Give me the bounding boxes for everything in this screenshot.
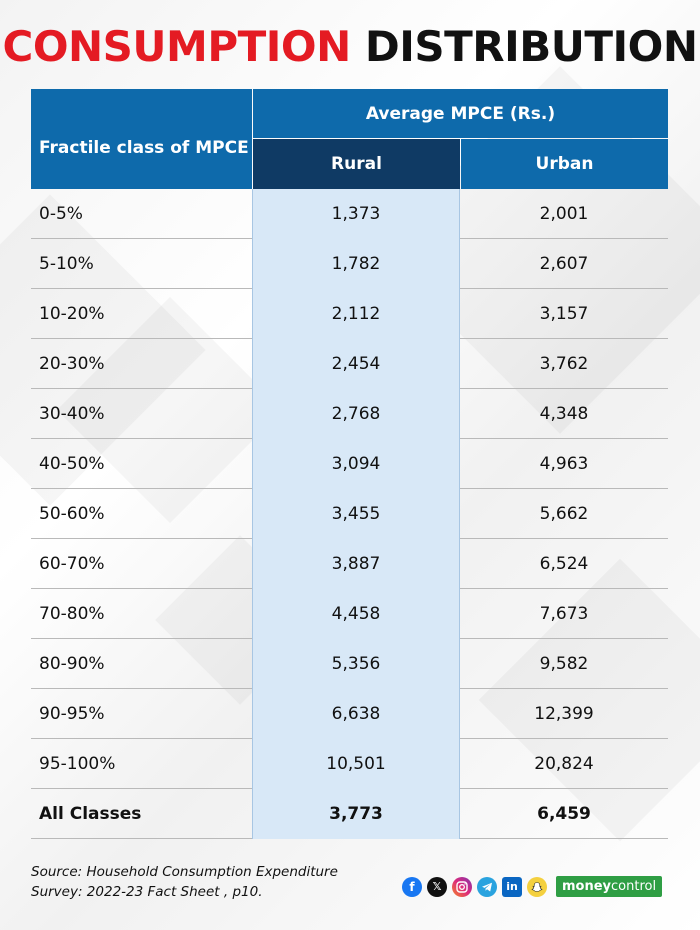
cell-rural: 3,773: [252, 789, 460, 839]
cell-fractile: 95-100%: [39, 754, 116, 774]
cell-rural: 2,454: [252, 339, 460, 389]
cell-rural: 2,112: [252, 289, 460, 339]
table-row: 0-5% 1,373 2,001: [31, 189, 668, 239]
social-bar: f 𝕏 in money control: [402, 876, 663, 897]
cell-fractile: 80-90%: [39, 654, 105, 674]
cell-urban: 3,157: [539, 304, 589, 324]
table-row: 80-90% 5,356 9,582: [31, 639, 668, 689]
table-row: 40-50% 3,094 4,963: [31, 439, 668, 489]
table-row: 5-10% 1,782 2,607: [31, 239, 668, 289]
table-row: 10-20% 2,112 3,157: [31, 289, 668, 339]
cell-rural: 6,638: [252, 689, 460, 739]
consumption-table: Fractile class of MPCE Average MPCE (Rs.…: [31, 89, 668, 839]
header-rural: Rural: [253, 139, 460, 189]
cell-urban: 9,582: [539, 654, 589, 674]
cell-urban: 5,662: [539, 504, 589, 524]
table-body: 0-5% 1,373 2,001 5-10% 1,782 2,607 10-20% 2,112…: [31, 189, 668, 839]
cell-rural: 3,887: [252, 539, 460, 589]
cell-fractile: 90-95%: [39, 704, 105, 724]
source-line-2: Survey: 2022-23 Fact Sheet , p10.: [31, 884, 263, 900]
cell-fractile: 20-30%: [39, 354, 105, 374]
source-line-1: Source: Household Consumption Expenditur…: [31, 864, 338, 880]
cell-fractile: 5-10%: [39, 254, 94, 274]
page-title: CONSUMPTION DISTRIBUTION: [0, 22, 700, 71]
cell-fractile: 50-60%: [39, 504, 105, 524]
x-icon[interactable]: 𝕏: [427, 876, 447, 897]
cell-urban: 20,824: [534, 754, 594, 774]
cell-urban: 7,673: [539, 604, 589, 624]
table-row: 95-100% 10,501 20,824: [31, 739, 668, 789]
cell-rural: 3,455: [252, 489, 460, 539]
cell-urban: 12,399: [534, 704, 594, 724]
table-row: 50-60% 3,455 5,662: [31, 489, 668, 539]
cell-urban: 4,963: [539, 454, 589, 474]
cell-fractile: 30-40%: [39, 404, 105, 424]
cell-rural: 3,094: [252, 439, 460, 489]
cell-fractile: 60-70%: [39, 554, 105, 574]
table-row: 20-30% 2,454 3,762: [31, 339, 668, 389]
cell-rural: 4,458: [252, 589, 460, 639]
instagram-icon[interactable]: [452, 876, 472, 897]
header-fractile-class: Fractile class of MPCE: [31, 89, 252, 189]
cell-urban: 2,001: [539, 204, 589, 224]
cell-fractile: 70-80%: [39, 604, 105, 624]
moneycontrol-logo[interactable]: money control: [556, 876, 663, 897]
cell-urban: 2,607: [539, 254, 589, 274]
brand-part-2: control: [611, 879, 657, 894]
table-row: 60-70% 3,887 6,524: [31, 539, 668, 589]
table-row: 90-95% 6,638 12,399: [31, 689, 668, 739]
cell-rural: 2,768: [252, 389, 460, 439]
cell-urban: 3,762: [539, 354, 589, 374]
table-row-total: All Classes 3,773 6,459: [31, 789, 668, 839]
title-word-consumption: CONSUMPTION: [2, 22, 352, 71]
cell-rural: 1,782: [252, 239, 460, 289]
cell-rural: 10,501: [252, 739, 460, 789]
header-urban: Urban: [461, 139, 668, 189]
facebook-icon[interactable]: f: [402, 876, 422, 897]
linkedin-icon[interactable]: in: [502, 876, 522, 897]
cell-urban: 6,459: [537, 804, 591, 824]
cell-fractile: 0-5%: [39, 204, 83, 224]
header-average-mpce: Average MPCE (Rs.): [253, 89, 668, 138]
cell-fractile: 40-50%: [39, 454, 105, 474]
table-row: 70-80% 4,458 7,673: [31, 589, 668, 639]
table-row: 30-40% 2,768 4,348: [31, 389, 668, 439]
title-word-distribution: DISTRIBUTION: [364, 22, 698, 71]
brand-part-1: money: [562, 879, 612, 894]
telegram-icon[interactable]: [477, 876, 497, 897]
cell-rural: 5,356: [252, 639, 460, 689]
cell-fractile: All Classes: [39, 804, 142, 824]
cell-urban: 4,348: [539, 404, 589, 424]
snapchat-icon[interactable]: [527, 876, 547, 897]
cell-urban: 6,524: [539, 554, 589, 574]
source-note: Source: Household Consumption Expenditur…: [31, 862, 338, 902]
table-header: Fractile class of MPCE Average MPCE (Rs.…: [31, 89, 668, 189]
cell-rural: 1,373: [252, 189, 460, 239]
cell-fractile: 10-20%: [39, 304, 105, 324]
